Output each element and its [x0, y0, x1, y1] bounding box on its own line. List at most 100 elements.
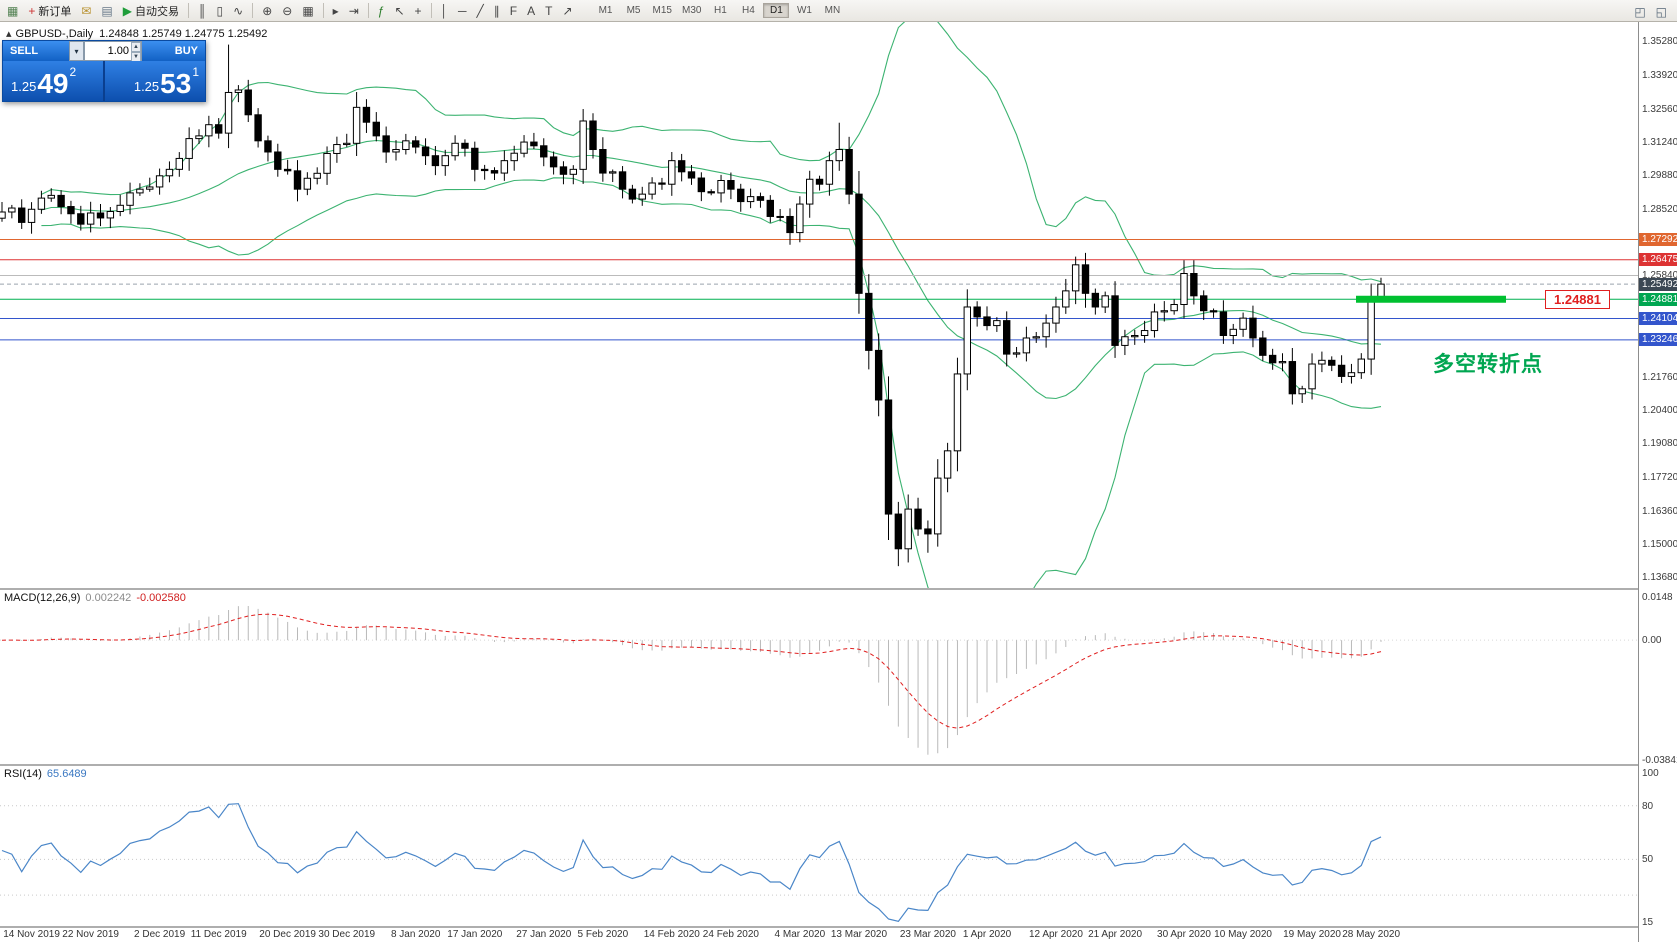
mailbox-button[interactable]: ✉: [77, 1, 95, 21]
rsi-axis-label: 100: [1642, 768, 1659, 779]
vertical-line-button[interactable]: │: [437, 1, 453, 21]
candle-body: [1140, 330, 1149, 337]
indicators-button[interactable]: ƒ: [374, 1, 389, 21]
candle-body: [1337, 364, 1346, 377]
price-axis-chip-1.25492: 1.25492: [1639, 277, 1677, 291]
fibonacci-button[interactable]: F: [506, 1, 521, 21]
line-chart-button[interactable]: ∿: [229, 1, 247, 21]
candle-body: [116, 204, 124, 213]
price-annotation-label[interactable]: 1.24881: [1545, 290, 1610, 309]
bar-chart-button[interactable]: ║: [194, 1, 211, 21]
date-label: 10 May 2020: [1214, 929, 1272, 940]
trendline-icon: ╱: [476, 3, 484, 18]
candlestick-icon: ▯: [216, 3, 224, 18]
date-label: 17 Jan 2020: [447, 929, 503, 940]
symbol-period-text: GBPUSD-,Daily: [15, 28, 94, 40]
timeframe-w1[interactable]: W1: [796, 5, 812, 16]
bollinger-middle-band[interactable]: [41, 139, 1382, 400]
price-axis-label: 1.33920: [1642, 70, 1677, 82]
new-chart-button[interactable]: ▦: [3, 1, 22, 21]
candle-body: [825, 160, 834, 185]
channel-button[interactable]: ∥: [490, 1, 504, 21]
timeframe-d1[interactable]: D1: [763, 3, 790, 18]
window-tile-button[interactable]: ◱: [1652, 2, 1671, 22]
zoom-in-button[interactable]: ⊕: [258, 1, 276, 21]
rsi-canvas[interactable]: [0, 766, 1638, 926]
crosshair-button[interactable]: +: [411, 1, 426, 21]
volume-dropdown-button[interactable]: ▾: [69, 41, 84, 61]
sell-button[interactable]: SELL: [3, 41, 69, 61]
buy-button[interactable]: BUY: [142, 41, 205, 61]
price-axis-label: 1.19080: [1642, 438, 1677, 450]
auto-scroll-button[interactable]: ▸: [329, 1, 343, 21]
candle-body: [412, 140, 420, 148]
horizontal-line-button[interactable]: ─: [454, 1, 471, 21]
fibonacci-icon: F: [509, 3, 518, 18]
candle-body: [628, 188, 637, 200]
indicators-icon: ƒ: [377, 3, 385, 18]
macd-label: MACD(12,26,9) 0.002242 -0.002580: [4, 592, 191, 604]
volume-up-button[interactable]: ▲: [131, 42, 141, 52]
cursor-button[interactable]: ↖: [390, 1, 408, 21]
candle-body: [973, 306, 981, 318]
text-button[interactable]: A: [523, 1, 539, 21]
price-axis-label: 1.29880: [1642, 170, 1677, 182]
macd-signal-line[interactable]: [1, 613, 1382, 729]
tile-windows-button[interactable]: ▦: [298, 1, 317, 21]
chart-shift-icon: ⇥: [348, 3, 359, 18]
timeframe-m30[interactable]: M30: [681, 5, 702, 16]
window-cascade-button[interactable]: ◰: [1630, 2, 1649, 22]
timeframe-h4[interactable]: H4: [742, 5, 755, 16]
pane-separator[interactable]: [0, 588, 1677, 590]
timeframe-m15[interactable]: M15: [652, 5, 672, 16]
time-axis[interactable]: 14 Nov 2019 22 Nov 2019 2 Dec 2019 11 Dec 2…: [0, 928, 1638, 942]
market-watch-button[interactable]: ▤: [97, 1, 116, 21]
zoom-out-button[interactable]: ⊖: [278, 1, 296, 21]
pane-separator[interactable]: [0, 926, 1677, 928]
candle-body: [175, 157, 184, 170]
price-axis[interactable]: 1.35280 1.33920 1.32560 1.31240 1.29880 1.285…: [1638, 22, 1677, 942]
line-chart-icon: ∿: [233, 3, 244, 18]
autotrading-button[interactable]: ▶ 自动交易: [119, 1, 183, 21]
arrows-button[interactable]: ↗: [558, 1, 576, 21]
candle-body: [37, 197, 46, 210]
sell-price-button[interactable]: 1.25 49 2: [3, 61, 103, 101]
new-order-button[interactable]: + 新订单: [24, 1, 75, 21]
timeframe-m5[interactable]: M5: [626, 5, 641, 16]
volume-box: ▲ ▼: [84, 41, 142, 62]
macd-canvas[interactable]: [0, 590, 1638, 764]
candle-body: [224, 91, 233, 134]
candle-body: [343, 142, 351, 146]
candle-body: [697, 177, 706, 193]
candlestick-button[interactable]: ▯: [213, 1, 228, 21]
bollinger-upper-band[interactable]: [41, 22, 1382, 283]
trendline-button[interactable]: ╱: [473, 1, 488, 21]
toolbar: ▦ + 新订单 ✉ ▤ ▶ 自动交易 ║ ▯ ∿ ⊕ ⊖ ▦ ▸ ⇥ ƒ ↖ + │ ─ ╱ ∥ F A T ↗ M1 M5 M15 M3…: [0, 0, 1677, 22]
date-label: 30 Dec 2019: [318, 929, 376, 940]
buy-price-button[interactable]: 1.25 53 1: [105, 61, 205, 101]
crosshair-icon: +: [414, 3, 422, 18]
candle-body: [1032, 336, 1040, 339]
candle-body: [756, 196, 765, 201]
candle-body: [1249, 317, 1257, 339]
volume-input[interactable]: [85, 42, 131, 60]
buy-button-label: BUY: [174, 45, 198, 57]
turning-point-note[interactable]: 多空转折点: [1433, 353, 1543, 376]
label-button[interactable]: T: [541, 1, 556, 21]
pane-separator[interactable]: [0, 764, 1677, 766]
candle-body: [1200, 295, 1208, 312]
candle-body: [77, 213, 85, 225]
timeframe-mn[interactable]: MN: [824, 5, 841, 16]
candle-body: [1347, 372, 1356, 377]
timeframe-h1[interactable]: H1: [714, 5, 727, 16]
bollinger-lower-band[interactable]: [41, 177, 1382, 588]
candle-body: [392, 149, 400, 153]
macd-axis-label: 0.00: [1642, 635, 1662, 647]
candle-body: [421, 146, 430, 157]
rsi-line[interactable]: [1, 803, 1382, 922]
date-label: 4 Mar 2020: [774, 929, 826, 940]
timeframe-m1[interactable]: M1: [598, 5, 613, 16]
main-chart-canvas[interactable]: [0, 22, 1638, 588]
chart-shift-button[interactable]: ⇥: [345, 1, 363, 21]
date-label: 22 Nov 2019: [62, 929, 119, 940]
